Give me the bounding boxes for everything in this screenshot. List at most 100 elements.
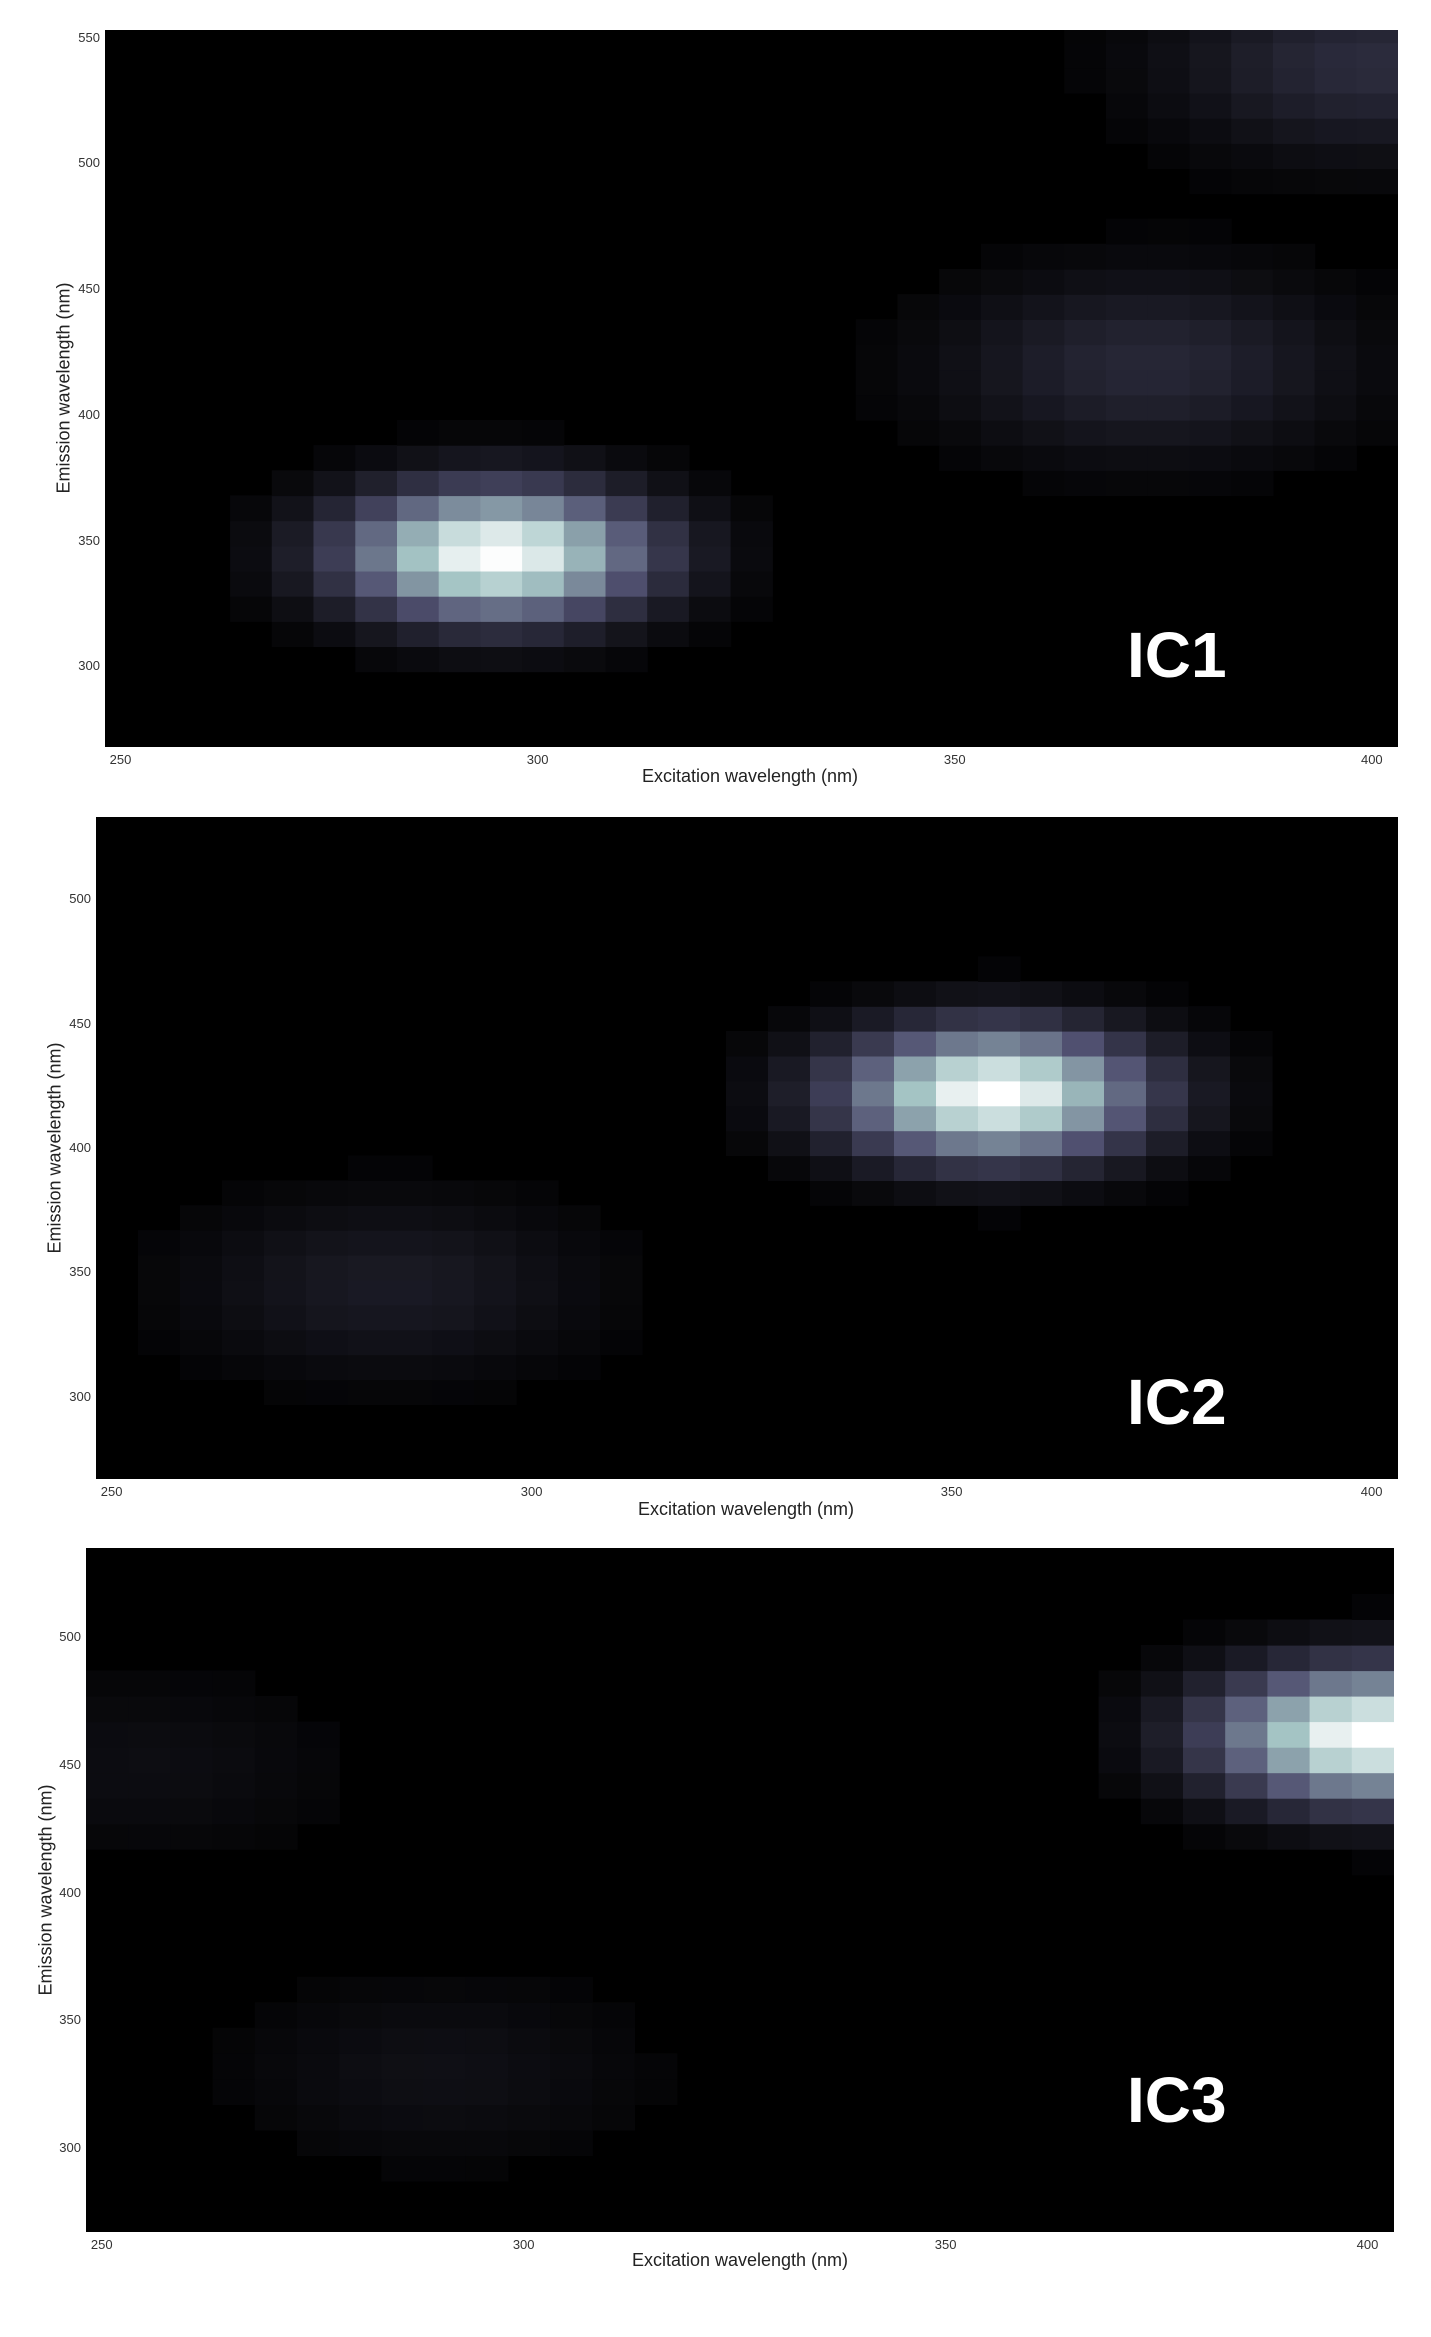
y-axis-label: Emission wavelength (nm) <box>44 1042 65 1254</box>
heatmap-cell <box>1267 1823 1311 1850</box>
heatmap-cell <box>170 1823 214 1850</box>
heatmap-cell <box>1267 1696 1311 1723</box>
heatmap-cell <box>936 1080 979 1107</box>
heatmap-cell <box>978 1105 1021 1132</box>
heatmap-cell <box>423 2027 467 2054</box>
heatmap-cell <box>230 495 273 522</box>
heatmap-cell <box>1356 143 1398 169</box>
heatmap-cell <box>480 470 523 497</box>
heatmap-cell <box>339 2078 382 2105</box>
x-tick-label: 250 <box>100 1484 123 1499</box>
heatmap-cell <box>1267 1619 1311 1646</box>
heatmap-cell <box>600 1255 643 1281</box>
heatmap-cell <box>1309 1670 1353 1697</box>
heatmap-cell <box>480 596 523 622</box>
x-tick-label: 250 <box>109 752 132 767</box>
heatmap-cell <box>894 1080 937 1107</box>
heatmap-cell <box>313 570 356 597</box>
heatmap-cell <box>507 1976 551 2003</box>
heatmap-cell <box>271 470 315 497</box>
heatmap-cell <box>936 1155 979 1181</box>
heatmap-cell <box>1104 1180 1147 1206</box>
heatmap-cell <box>688 520 732 547</box>
heatmap-cell <box>810 1155 853 1181</box>
heatmap-cell <box>936 1031 979 1057</box>
heatmap-cell <box>647 621 690 647</box>
heatmap-cell <box>170 1798 214 1825</box>
heatmap-cell <box>1146 981 1189 1007</box>
heatmap-cell <box>516 1180 559 1206</box>
heatmap-cell <box>222 1255 265 1281</box>
heatmap-cell <box>894 1155 937 1181</box>
heatmap-cell <box>605 470 648 497</box>
heatmap-cell <box>1272 319 1316 346</box>
heatmap-cell <box>768 1130 811 1157</box>
heatmap-cell <box>397 520 440 547</box>
heatmap-cell <box>768 1155 811 1181</box>
y-tick-label: 450 <box>78 281 100 297</box>
heatmap-cell <box>516 1304 559 1331</box>
heatmap-cell <box>1230 1105 1273 1132</box>
heatmap-cell <box>180 1205 223 1231</box>
heatmap-cell <box>1183 1772 1226 1799</box>
heatmap-cell <box>1230 1080 1273 1107</box>
heatmap-cell <box>516 1255 559 1281</box>
heatmap-cell <box>1140 1772 1184 1799</box>
heatmap-cell <box>1188 1055 1231 1082</box>
heatmap-cell <box>397 419 440 446</box>
heatmap-cell <box>647 470 690 497</box>
heatmap-cell <box>465 2027 509 2054</box>
heatmap-cell <box>1225 1747 1268 1774</box>
heatmap-cell <box>980 369 1024 396</box>
heatmap-cell <box>1189 294 1232 320</box>
heatmap-grid <box>230 30 1398 673</box>
heatmap-cell <box>550 2027 593 2054</box>
heatmap-cell <box>852 1105 895 1132</box>
heatmap-cell <box>1020 1155 1063 1181</box>
heatmap-cell <box>647 545 690 572</box>
heatmap-cell <box>355 596 398 622</box>
heatmap-cell <box>390 1279 433 1306</box>
heatmap-cell <box>180 1230 223 1256</box>
heatmap-cell <box>264 1180 307 1206</box>
heatmap-cell <box>1147 243 1190 270</box>
heatmap-cell <box>212 2027 256 2054</box>
heatmap-cell <box>264 1230 307 1256</box>
heatmap-cell <box>1106 92 1149 119</box>
heatmap-cell <box>438 646 481 673</box>
heatmap-cell <box>423 2078 467 2105</box>
heatmap-cell <box>390 1354 433 1381</box>
heatmap-cell <box>1356 118 1398 144</box>
heatmap-cell <box>558 1279 601 1306</box>
heatmap-cell <box>1351 1721 1394 1748</box>
heatmap-cell <box>1062 1180 1105 1206</box>
heatmap-cell <box>306 1354 349 1381</box>
heatmap-cell <box>1314 67 1357 94</box>
heatmap-cell <box>939 419 982 446</box>
heatmap-cell <box>465 2104 509 2131</box>
heatmap-cell <box>1106 419 1149 446</box>
y-tick-label: 500 <box>69 891 91 907</box>
heatmap-grid <box>86 1593 1394 2182</box>
heatmap-cell <box>423 2053 467 2080</box>
heatmap-cell <box>980 294 1024 320</box>
heatmap-cell <box>522 470 565 497</box>
heatmap-cell <box>1314 394 1357 421</box>
heatmap-cell <box>138 1230 181 1256</box>
y-tick-label: 300 <box>78 658 100 674</box>
heatmap-cell <box>1314 294 1357 320</box>
heatmap-cell <box>1064 243 1107 270</box>
heatmap-cell <box>1351 1670 1394 1697</box>
heatmap-cell <box>726 1105 769 1132</box>
heatmap-cell <box>978 1031 1021 1057</box>
heatmap-cell <box>1062 1031 1105 1057</box>
heatmap-cell <box>438 520 481 547</box>
heatmap-cell <box>297 1798 340 1825</box>
heatmap-cell <box>474 1379 517 1405</box>
heatmap-cell <box>1356 42 1398 69</box>
heatmap-cell <box>1147 445 1190 471</box>
heatmap-cell <box>390 1329 433 1356</box>
heatmap-cell <box>1183 1696 1226 1723</box>
heatmap-cell <box>936 1006 979 1032</box>
heatmap-cell <box>730 520 773 547</box>
